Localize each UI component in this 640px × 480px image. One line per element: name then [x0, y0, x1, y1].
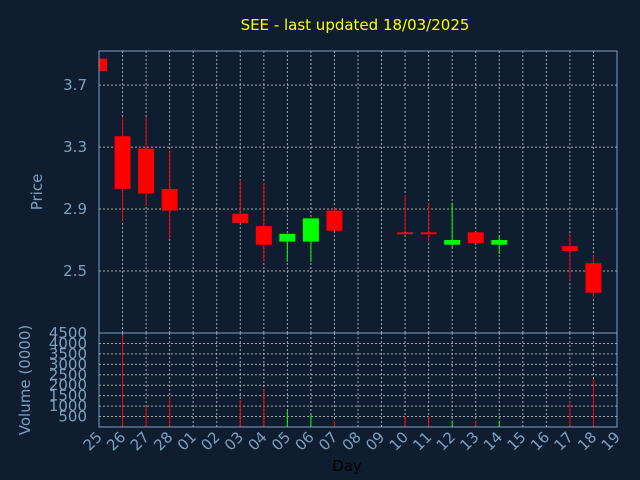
x-tick-label: 28: [150, 428, 176, 454]
candle-body: [161, 188, 178, 211]
candle-body: [255, 226, 272, 245]
volume-tick-label: 3500: [49, 345, 87, 363]
x-tick-label: 01: [174, 428, 200, 454]
candle-body: [138, 148, 155, 194]
x-axis-label: Day: [332, 457, 362, 475]
price-axis-label: Price: [28, 174, 46, 211]
chart-title: SEE - last updated 18/03/2025: [241, 16, 470, 34]
x-tick-label: 16: [527, 428, 553, 454]
x-tick-label: 19: [598, 428, 624, 454]
candle-body: [99, 58, 107, 72]
x-tick-label: 02: [197, 428, 223, 454]
volume-bars: [122, 335, 594, 427]
x-tick-label: 10: [386, 428, 412, 454]
x-tick-label: 03: [221, 428, 247, 454]
price-tick-label: 2.5: [63, 262, 87, 280]
x-tick-label: 12: [433, 428, 459, 454]
x-tick-label: 07: [315, 428, 341, 454]
candle-body: [444, 240, 461, 245]
price-tick-label: 3.7: [63, 76, 87, 94]
price-tick-label: 3.3: [63, 138, 87, 156]
x-tick-label: 25: [80, 428, 106, 454]
x-tick-label: 27: [127, 428, 153, 454]
x-tick-label: 18: [574, 428, 600, 454]
volume-tick-label: 1500: [49, 387, 87, 405]
candle-body: [279, 233, 296, 242]
candle-body: [114, 136, 131, 189]
volume-tick-label: 3000: [49, 355, 87, 373]
volume-tick-label: 1000: [49, 397, 87, 415]
volume-tick-label: 500: [58, 408, 87, 426]
x-tick-label: 14: [480, 428, 506, 454]
candles: [98, 58, 602, 298]
x-tick-label: 11: [409, 428, 435, 454]
candle-body: [302, 218, 319, 242]
candle-body: [491, 240, 508, 245]
x-tick-label: 26: [103, 428, 129, 454]
candle-body: [420, 232, 437, 235]
candle-body: [326, 210, 343, 231]
x-tick-label: 13: [456, 428, 482, 454]
price-tick-label: 2.9: [63, 200, 87, 218]
candle-body: [467, 232, 484, 244]
x-tick-label: 09: [362, 428, 388, 454]
volume-grid: [98, 332, 618, 427]
volume-panel-frame: [98, 332, 618, 428]
volume-tick-label: 2500: [49, 366, 87, 384]
volume-tick-label: 4000: [49, 334, 87, 352]
price-tick-labels: 2.5 2.9 3.3 3.7: [63, 76, 87, 280]
candle-body: [397, 232, 414, 235]
x-tick-label: 04: [244, 428, 270, 454]
x-tick-labels: 2526272801020304050607080910111213141516…: [80, 428, 624, 454]
candle-body: [561, 246, 578, 251]
candle-body: [585, 263, 602, 293]
volume-axis-label: Volume (0000): [16, 325, 34, 435]
x-tick-label: 15: [503, 428, 529, 454]
candle-body: [232, 213, 249, 223]
x-tick-label: 06: [292, 428, 318, 454]
x-tick-label: 05: [268, 428, 294, 454]
volume-tick-label: 2000: [49, 376, 87, 394]
volume-tick-label: 4500: [49, 324, 87, 342]
x-tick-label: 17: [551, 428, 577, 454]
x-tick-label: 08: [339, 428, 365, 454]
